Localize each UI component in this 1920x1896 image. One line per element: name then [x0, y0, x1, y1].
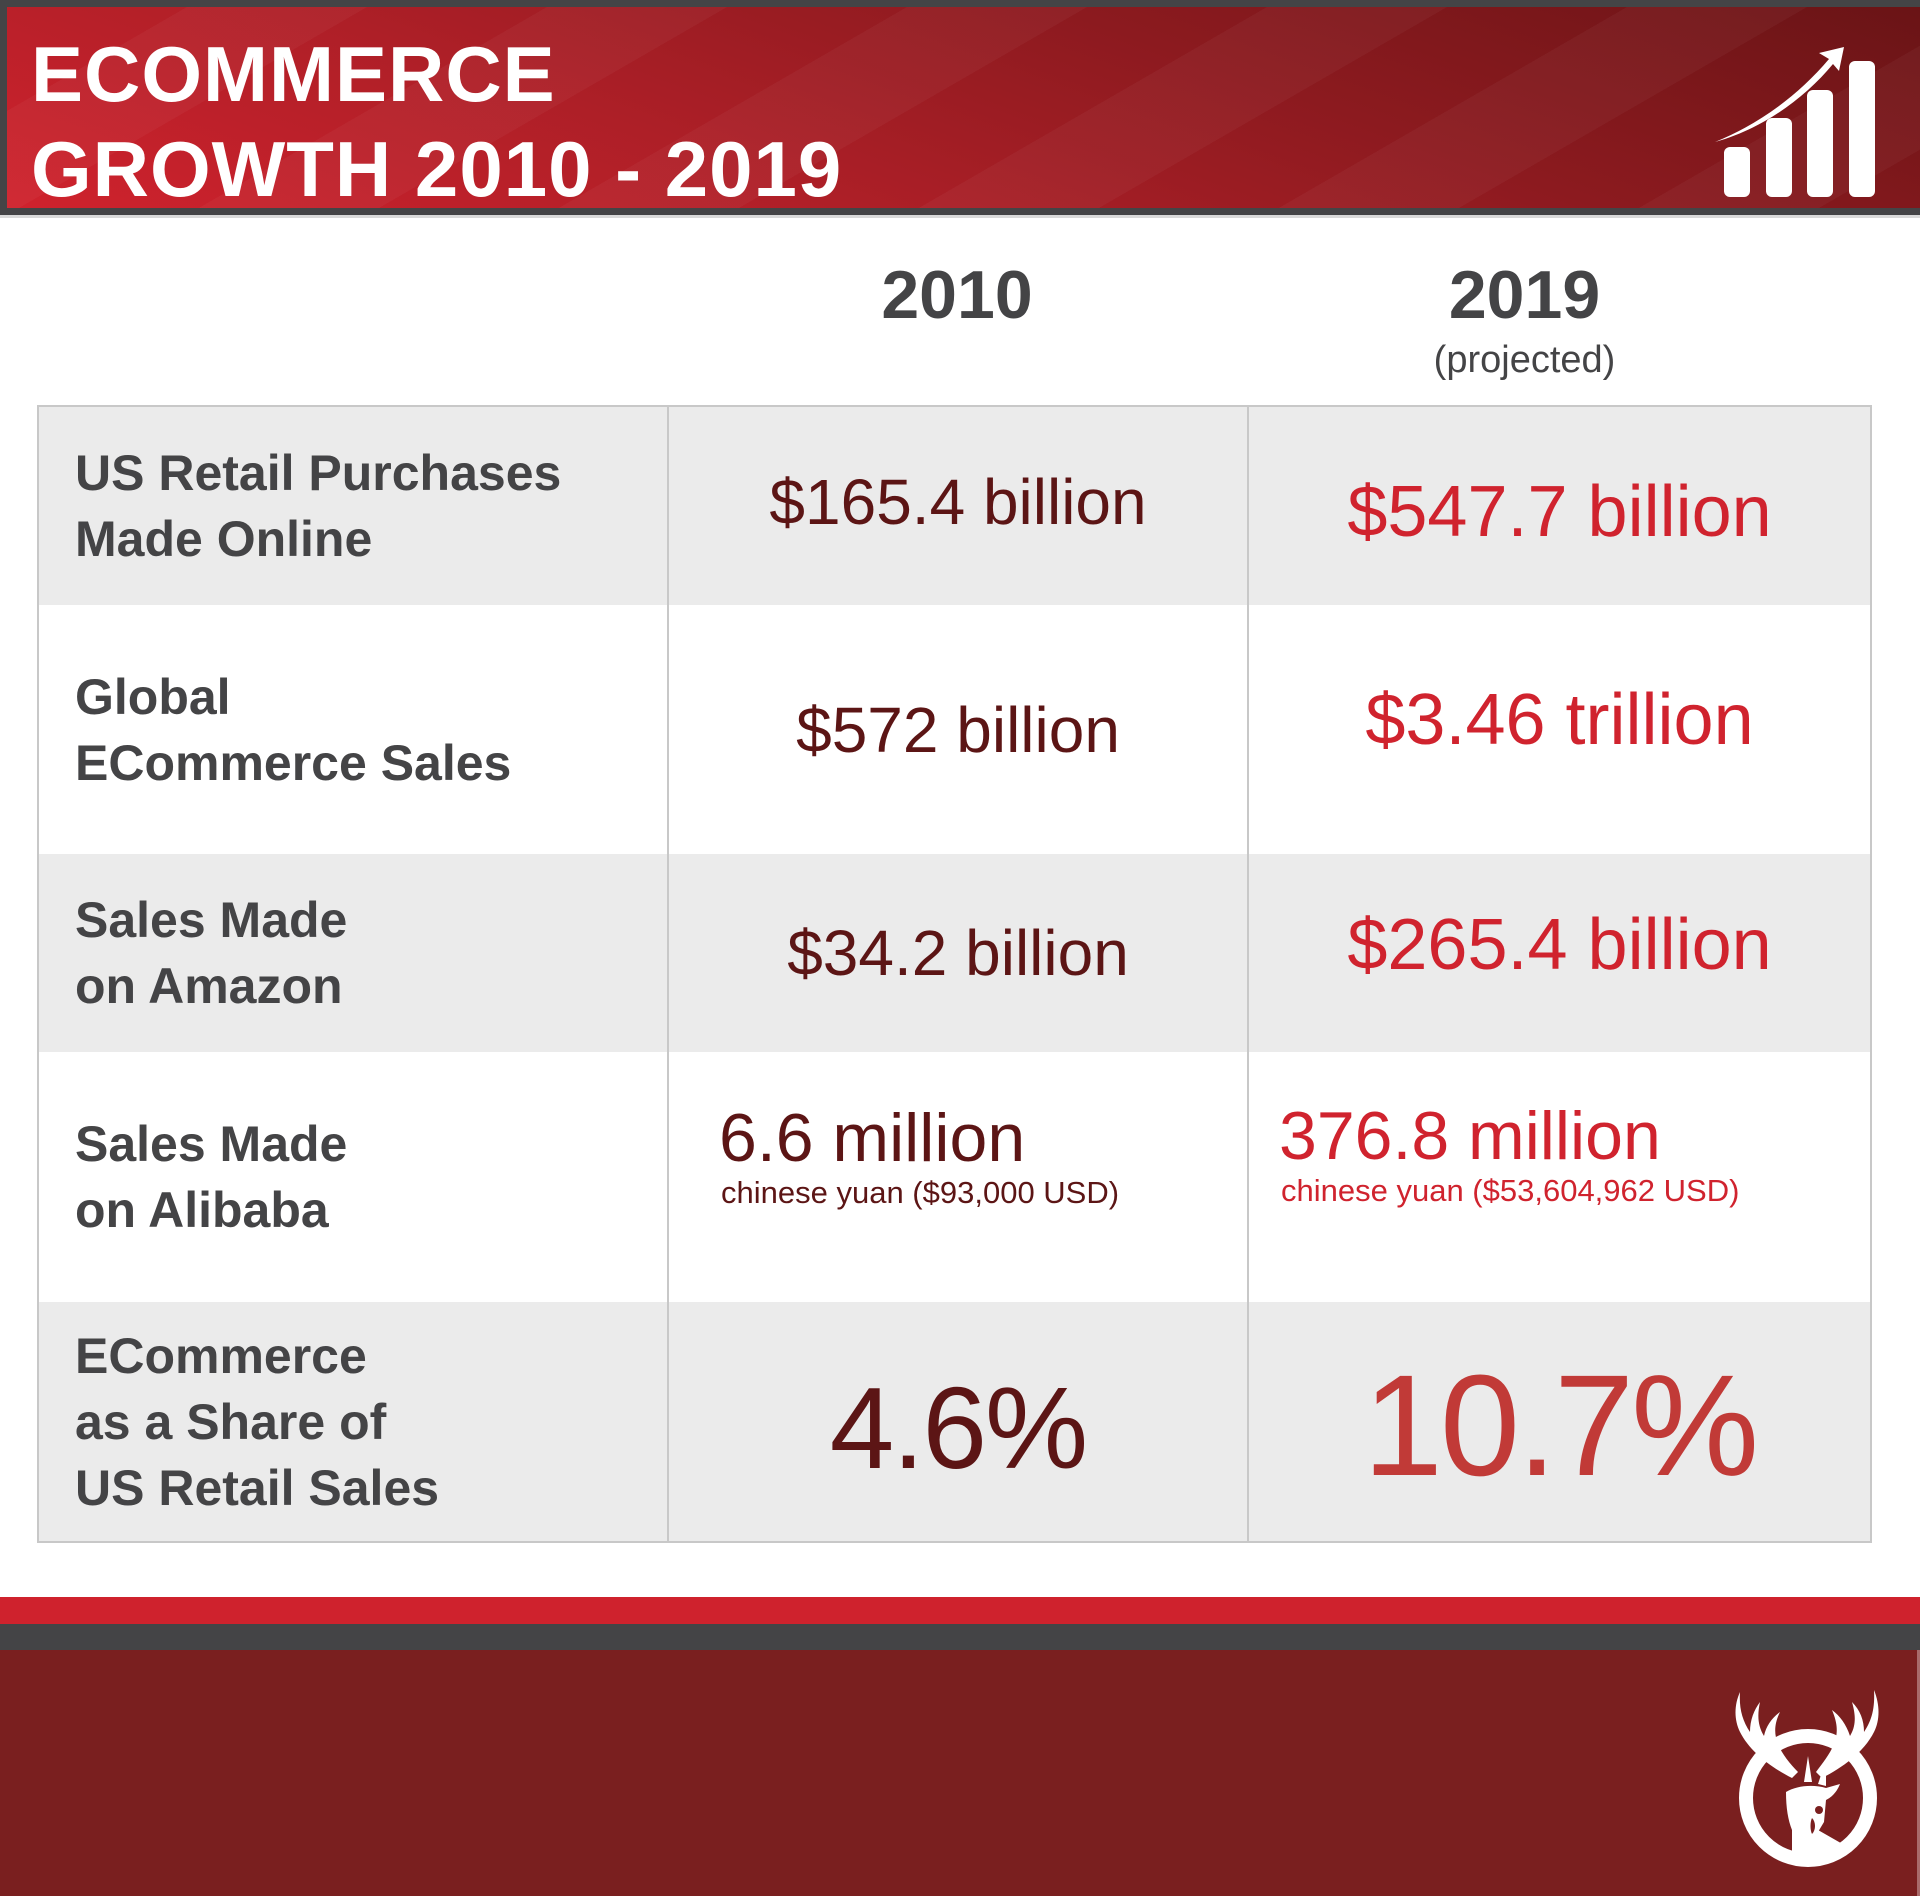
- row-label: Global ECommerce Sales: [75, 668, 512, 791]
- header-banner: ECOMMERCE GROWTH 2010 - 2019: [0, 0, 1920, 215]
- column-header-2019-note: (projected): [1433, 339, 1616, 381]
- title-line-1: ECOMMERCE: [31, 30, 556, 118]
- value-2019-stack: 376.8 million chinese yuan ($53,604,962 …: [1279, 1100, 1739, 1210]
- value-2019: $265.4 billion: [1347, 905, 1772, 985]
- row-label: US Retail Purchases Made Online: [75, 445, 562, 567]
- comparison-table: US Retail Purchases Made Online $165.4 b…: [37, 405, 1872, 1543]
- value-2019-note: chinese yuan ($53,604,962 USD): [1281, 1173, 1740, 1208]
- value-2010-stack: 6.6 million chinese yuan ($93,000 USD): [719, 1102, 1119, 1212]
- value-2019: $547.7 billion: [1347, 472, 1772, 552]
- value-2010: $165.4 billion: [769, 466, 1147, 538]
- value-cell-2019: $547.7 billion: [1249, 407, 1870, 605]
- row-label-cell: US Retail Purchases Made Online: [39, 407, 669, 605]
- value-cell-2019: $265.4 billion: [1249, 854, 1870, 1052]
- title-line-2: GROWTH 2010 - 2019: [31, 125, 843, 208]
- table-row-alibaba-sales: Sales Made on Alibaba 6.6 million chines…: [39, 1052, 1870, 1302]
- row-label-cell: ECommerce as a Share of US Retail Sales: [39, 1302, 669, 1541]
- value-cell-2010: 4.6%: [669, 1302, 1249, 1541]
- table-row-amazon-sales: Sales Made on Amazon $34.2 billion $265.…: [39, 854, 1870, 1052]
- value-cell-2010: $34.2 billion: [669, 854, 1249, 1052]
- value-2010: 6.6 million: [719, 1100, 1026, 1176]
- row-label-cell: Sales Made on Alibaba: [39, 1052, 669, 1302]
- header-divider: [0, 215, 1920, 218]
- value-cell-2010: $572 billion: [669, 605, 1249, 854]
- column-header-2019: 2019: [1448, 257, 1601, 333]
- value-cell-2019: 10.7%: [1249, 1302, 1870, 1541]
- footer-band: [0, 1650, 1920, 1896]
- table-row-ecommerce-share: ECommerce as a Share of US Retail Sales …: [39, 1302, 1870, 1541]
- row-label-cell: Global ECommerce Sales: [39, 605, 669, 854]
- value-cell-2010: $165.4 billion: [669, 407, 1249, 605]
- row-label-cell: Sales Made on Amazon: [39, 854, 669, 1052]
- value-cell-2010: 6.6 million chinese yuan ($93,000 USD): [669, 1052, 1249, 1302]
- deer-head-logo-icon: [1735, 1690, 1879, 1867]
- footer-edge: [1917, 1650, 1920, 1896]
- value-2010: $34.2 billion: [787, 917, 1129, 989]
- column-header-2010: 2010: [881, 257, 1033, 333]
- row-label: Sales Made on Amazon: [75, 892, 348, 1014]
- growth-chart-icon: [1715, 47, 1875, 197]
- header-panel: ECOMMERCE GROWTH 2010 - 2019: [7, 7, 1920, 208]
- value-cell-2019: $3.46 trillion: [1249, 605, 1870, 854]
- value-2010: 4.6%: [829, 1362, 1088, 1493]
- value-2019: 10.7%: [1362, 1344, 1759, 1506]
- value-2010: $572 billion: [796, 693, 1120, 766]
- row-label: Sales Made on Alibaba: [75, 1116, 348, 1238]
- table-row-us-retail-online: US Retail Purchases Made Online $165.4 b…: [39, 407, 1870, 605]
- footer-stripe-red: [0, 1597, 1920, 1624]
- row-label: ECommerce as a Share of US Retail Sales: [75, 1327, 440, 1516]
- value-2019: 376.8 million: [1279, 1098, 1661, 1174]
- value-2010-note: chinese yuan ($93,000 USD): [721, 1175, 1120, 1210]
- footer-stripe-gray: [0, 1624, 1920, 1650]
- value-cell-2019: 376.8 million chinese yuan ($53,604,962 …: [1249, 1052, 1870, 1302]
- value-2019: $3.46 trillion: [1365, 679, 1754, 760]
- table-row-global-ecommerce: Global ECommerce Sales $572 billion $3.4…: [39, 605, 1870, 854]
- page-title: ECOMMERCE GROWTH 2010 - 2019: [31, 27, 842, 208]
